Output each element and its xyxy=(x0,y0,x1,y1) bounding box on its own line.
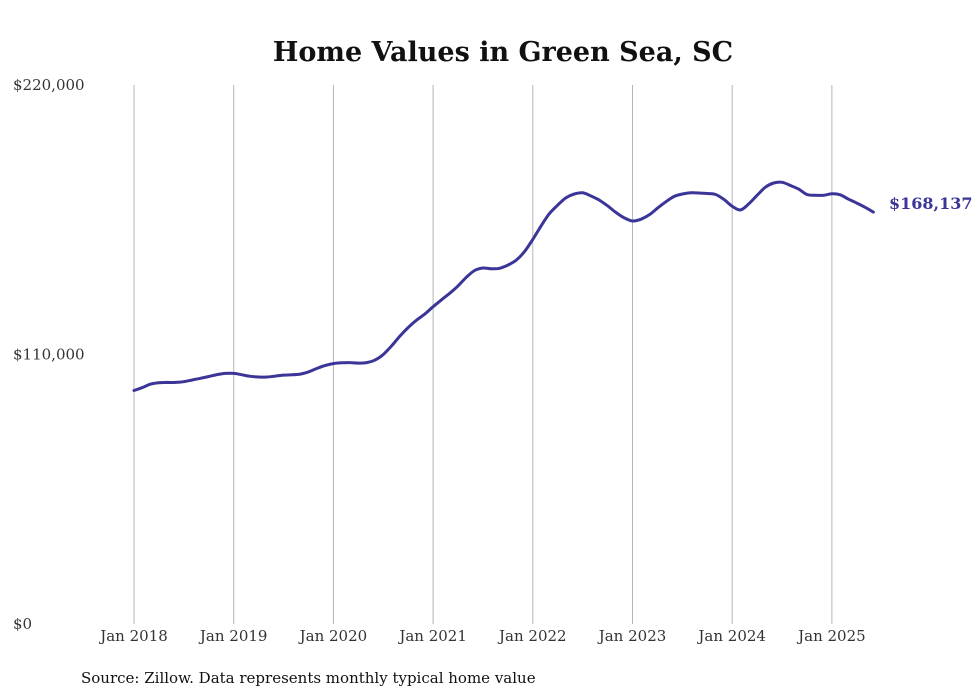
x-tick-label: Jan 2023 xyxy=(597,627,667,645)
x-tick-label: Jan 2021 xyxy=(397,627,467,645)
y-tick-label: $220,000 xyxy=(13,76,85,94)
y-tick-label: $110,000 xyxy=(13,346,85,364)
x-tick-label: Jan 2024 xyxy=(696,627,766,645)
x-tick-label: Jan 2019 xyxy=(198,627,268,645)
x-tick-label: Jan 2025 xyxy=(796,627,866,645)
x-tick-label: Jan 2022 xyxy=(497,627,567,645)
x-axis-ticks: Jan 2018 Jan 2019 Jan 2020 Jan 2021 Jan 2022… xyxy=(98,627,865,645)
y-axis-ticks: $0 $110,000 $220,000 xyxy=(13,76,85,633)
series-line-home-value xyxy=(132,180,875,392)
end-value-label: $168,137 xyxy=(889,194,973,213)
grid xyxy=(133,85,833,624)
y-tick-label: $0 xyxy=(13,615,32,633)
x-tick-label: Jan 2018 xyxy=(98,627,168,645)
chart-title: Home Values in Green Sea, SC xyxy=(273,37,733,68)
source-note: Source: Zillow. Data represents monthly … xyxy=(81,669,536,687)
x-tick-label: Jan 2020 xyxy=(298,627,368,645)
